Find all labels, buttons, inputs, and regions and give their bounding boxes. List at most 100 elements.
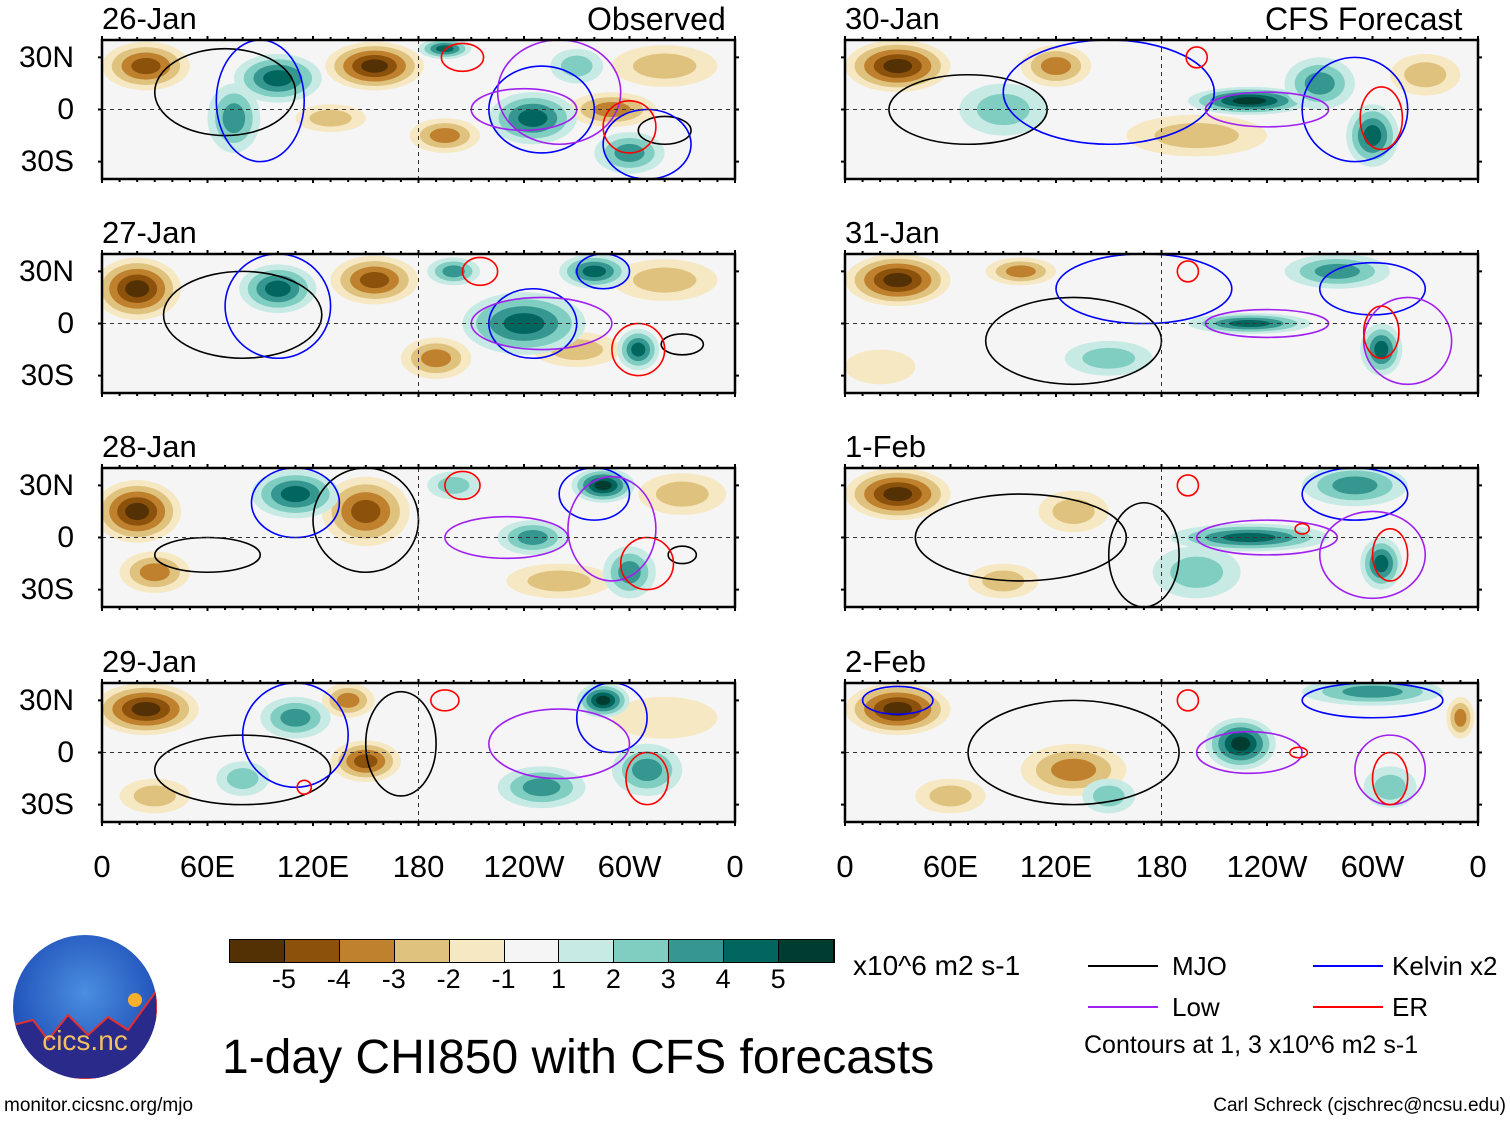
panel-date: 2-Feb [845,644,926,679]
colorbar-swatch [230,940,285,962]
lon-label: 120E [276,849,350,884]
er-contour [1176,474,1200,497]
legend-kelvin-line [1313,965,1383,967]
colorbar-swatch [284,940,340,962]
lat-label: 0 [57,93,74,126]
anomaly-shading [264,280,291,297]
anomaly-shading [655,481,709,507]
anomaly-shading [633,53,697,79]
logo-text: cics.nc [42,1025,128,1056]
colorbar-swatch [669,940,725,962]
anomaly-shading [1092,785,1125,807]
lon-label: 60E [922,849,979,884]
panel-date: 27-Jan [102,215,197,250]
mjo-contour [312,468,420,574]
map-panel [841,464,1482,611]
anomaly-shading [1404,62,1447,88]
anomaly-shading [1005,265,1036,278]
panel-date: 30-Jan [845,1,940,36]
lat-label: 30S [20,359,74,392]
er-contour [1362,305,1400,360]
colorbar [229,939,835,963]
anomaly-shading [442,265,465,278]
panel-date: 26-Jan [102,1,197,36]
lat-label: 30N [18,469,74,502]
lat-label: 0 [57,736,74,769]
kelvin-contour [575,683,648,754]
lon-label: 60W [597,849,662,884]
colorbar-swatch [559,940,615,962]
lon-label: 0 [1469,849,1487,884]
cics-logo: cics.nc [13,935,157,1079]
anomaly-shading [309,109,352,127]
map-panel [98,36,739,183]
lon-label: 120E [1019,849,1093,884]
mjo-contour [667,545,698,565]
anomaly-shading [1052,498,1095,524]
anomaly-shading [883,486,913,502]
colorbar-label: -5 [271,964,296,994]
map-panel [98,464,739,611]
footer-url: monitor.cicsnc.org/mjo [4,1095,194,1116]
anomaly-shading [263,70,293,87]
low-contour [567,475,657,582]
anomaly-shading [883,58,913,74]
lon-label: 0 [93,849,111,884]
map-panel [98,250,739,397]
low-contour [1195,519,1339,556]
mjo-contour [1107,501,1180,607]
lat-label: 30N [18,255,74,288]
er-contour [444,470,481,501]
lon-label: 180 [392,849,445,884]
lat-label: 30N [18,684,74,717]
anomaly-shading [280,485,311,503]
mjo-contour [364,690,437,797]
colorbar-swatch [724,940,780,962]
kelvin-contour [224,254,332,360]
anomaly-shading [359,271,390,289]
er-contour [1371,528,1409,582]
panel-date: 29-Jan [102,644,197,679]
lat-label: 0 [57,307,74,340]
legend-er: ER [1392,992,1429,1022]
colorbar-swatch [394,940,450,962]
anomaly-shading [1050,758,1097,782]
map-panel [841,250,1482,397]
forecast-header: CFS Forecast [1265,1,1463,37]
er-contour [430,689,460,712]
anomaly-shading [611,696,718,739]
map-panel [841,679,1482,826]
anomaly-shading [1374,340,1389,359]
mjo-contour [637,115,692,146]
low-contour [496,40,622,146]
kelvin-contour [241,683,349,789]
anomaly-shading [222,103,246,134]
anomaly-shading [503,313,545,334]
anomaly-shading [421,349,452,368]
colorbar-units: x10^6 m2 s-1 [853,950,1021,981]
lat-label: 30S [20,573,74,606]
anomaly-shading [1454,708,1467,727]
anomaly-shading [522,778,561,797]
footer-credit: Carl Schreck (cjschrec@ncsu.edu) [1213,1095,1506,1116]
anomaly-shading [631,342,646,357]
anomaly-shading [354,754,378,769]
kelvin-contour [861,685,934,716]
anomaly-shading [883,272,913,288]
er-contour [602,100,657,154]
legend-low: Low [1172,992,1220,1022]
anomaly-shading [883,701,913,717]
anomaly-shading [131,701,161,717]
lon-label: 60W [1340,849,1405,884]
anomaly-shading [929,785,972,807]
anomaly-shading [1170,556,1224,588]
colorbar-label: -4 [326,964,351,994]
colorbar-label: 4 [715,964,731,994]
lon-label: 60E [179,849,236,884]
low-contour [1318,510,1427,600]
anomaly-shading [139,563,170,582]
anomaly-shading [1363,125,1382,146]
anomaly-shading [1082,347,1136,369]
lon-label: 0 [836,849,854,884]
